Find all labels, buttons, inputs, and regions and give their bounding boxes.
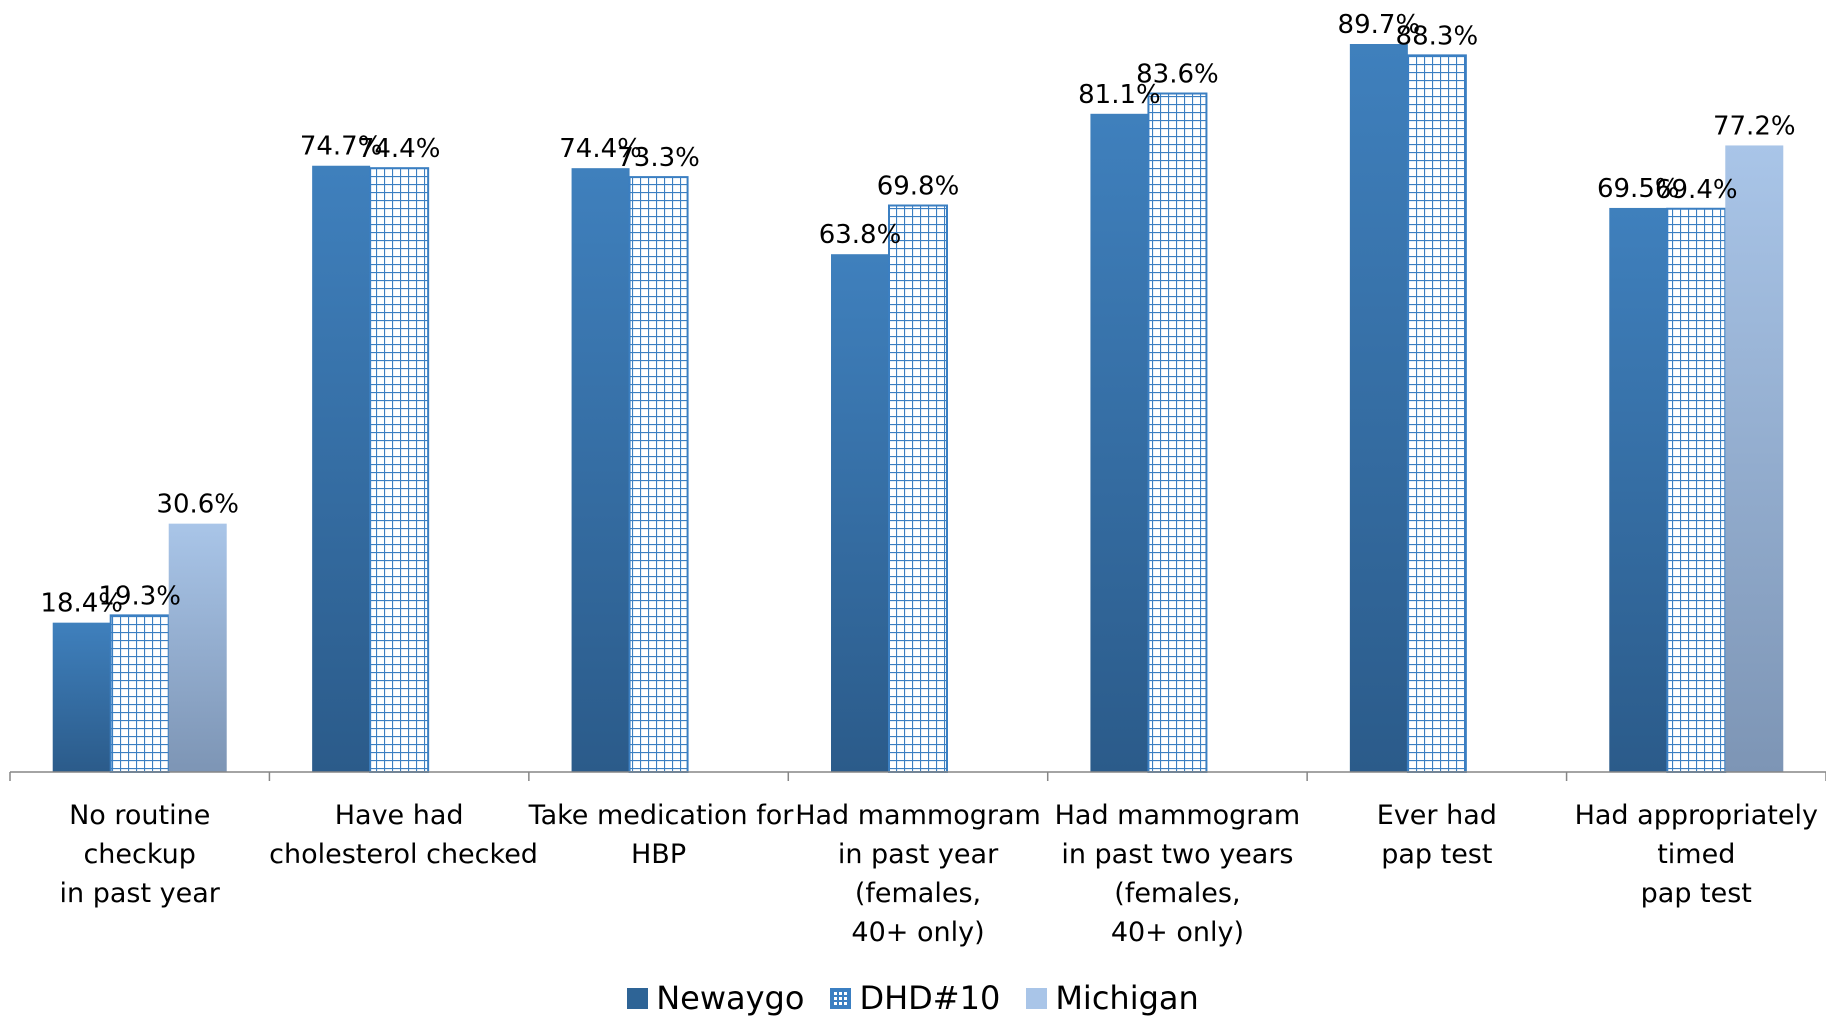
- legend-item-newaygo: Newaygo: [627, 979, 804, 1017]
- legend-label-michigan: Michigan: [1055, 979, 1199, 1017]
- legend-swatch-michigan: [1026, 987, 1048, 1009]
- data-label-dhd10: 74.4%: [358, 134, 441, 164]
- bar-michigan: [1725, 145, 1784, 772]
- category-label-line: Take medication for: [528, 800, 794, 831]
- bar-dhd10: [1406, 54, 1467, 774]
- data-label-newaygo: 74.7%: [300, 132, 383, 162]
- category-label-line: cholesterol checked: [269, 839, 538, 870]
- category-label: Have had cholesterol checked: [269, 796, 538, 874]
- category-label-line: Ever had: [1376, 800, 1497, 831]
- data-label-michigan: 30.6%: [156, 490, 239, 520]
- category-label-line: 40+ only): [851, 917, 985, 948]
- category-label-line: Had appropriately: [1574, 800, 1818, 831]
- bar-newaygo: [571, 168, 630, 772]
- x-axis: [9, 771, 1826, 781]
- data-label-newaygo: 18.4%: [40, 589, 123, 619]
- data-label-dhd10: 69.4%: [1655, 175, 1738, 205]
- bar-newaygo: [312, 165, 371, 772]
- data-label-dhd10: 88.3%: [1396, 21, 1479, 51]
- category-label-line: Have had: [334, 800, 464, 831]
- data-label-newaygo: 69.5%: [1597, 174, 1680, 204]
- legend-item-dhd10: DHD#10: [830, 979, 1000, 1017]
- value-labels-group: 18.4%19.3%30.6%74.7%74.4% 74.4%73.3%63.8%…: [40, 10, 1795, 619]
- bar-dhd10: [888, 204, 948, 773]
- category-label-line: Had mammogram: [795, 800, 1041, 831]
- category-label-line: HBP: [631, 839, 687, 870]
- data-label-michigan: 77.2%: [1713, 111, 1796, 141]
- data-label-newaygo: 74.4%: [559, 134, 642, 164]
- category-label-line: pap test: [1640, 878, 1752, 909]
- legend-swatch-newaygo: [627, 987, 649, 1009]
- data-label-dhd10: 73.3%: [617, 143, 700, 173]
- category-label: Had appropriately timed pap test: [1566, 796, 1826, 913]
- data-label-dhd10: 19.3%: [98, 581, 181, 611]
- category-label: No routine checkup in past year: [10, 796, 270, 913]
- category-label-line: pap test: [1381, 839, 1493, 870]
- category-label-line: timed: [1657, 839, 1736, 870]
- legend-label-newaygo: Newaygo: [656, 979, 805, 1017]
- bar-newaygo: [1090, 113, 1149, 772]
- legend-swatch-dhd10: [830, 987, 852, 1009]
- legend-item-michigan: Michigan: [1026, 979, 1199, 1017]
- category-label-line: No routine: [69, 800, 211, 831]
- bar-newaygo: [52, 622, 111, 772]
- bar-dhd10: [1666, 207, 1727, 774]
- legend-label-dhd10: DHD#10: [859, 979, 1001, 1017]
- data-label-dhd10: 83.6%: [1136, 60, 1219, 90]
- legend: Newaygo DHD#10 Michigan: [0, 978, 1826, 1018]
- category-label-line: 40+ only): [1110, 917, 1245, 948]
- bar-dhd10: [1147, 92, 1208, 773]
- bar-newaygo: [831, 254, 889, 773]
- category-label: Take medication for HBP: [528, 796, 794, 874]
- bar-dhd10: [628, 176, 689, 774]
- bar-michigan: [168, 523, 227, 772]
- category-label-line: (females,: [1114, 878, 1241, 909]
- category-label-line: in past year: [837, 839, 999, 870]
- category-label-line: (females,: [854, 878, 982, 909]
- data-label-newaygo: 63.8%: [819, 220, 902, 250]
- data-label-newaygo: 89.7%: [1338, 10, 1421, 40]
- category-label-line: checkup: [83, 839, 196, 870]
- category-label-line: in past year: [59, 878, 220, 909]
- bar-newaygo: [1609, 207, 1668, 773]
- category-label-line: Had mammogram: [1054, 800, 1301, 831]
- category-label: Had mammogram in past year (females, 40+ on…: [788, 796, 1048, 952]
- data-label-newaygo: 81.1%: [1078, 80, 1161, 110]
- bars-group: [52, 44, 1784, 774]
- bar-dhd10: [369, 167, 430, 774]
- bar-dhd10: [109, 614, 170, 773]
- category-label: Ever had pap test: [1307, 796, 1567, 874]
- data-label-dhd10: 69.8%: [877, 172, 960, 202]
- bar-newaygo: [1349, 44, 1408, 772]
- category-label: Had mammogram in past two years (females, 4…: [1047, 796, 1307, 952]
- category-label-line: in past two years: [1061, 839, 1294, 870]
